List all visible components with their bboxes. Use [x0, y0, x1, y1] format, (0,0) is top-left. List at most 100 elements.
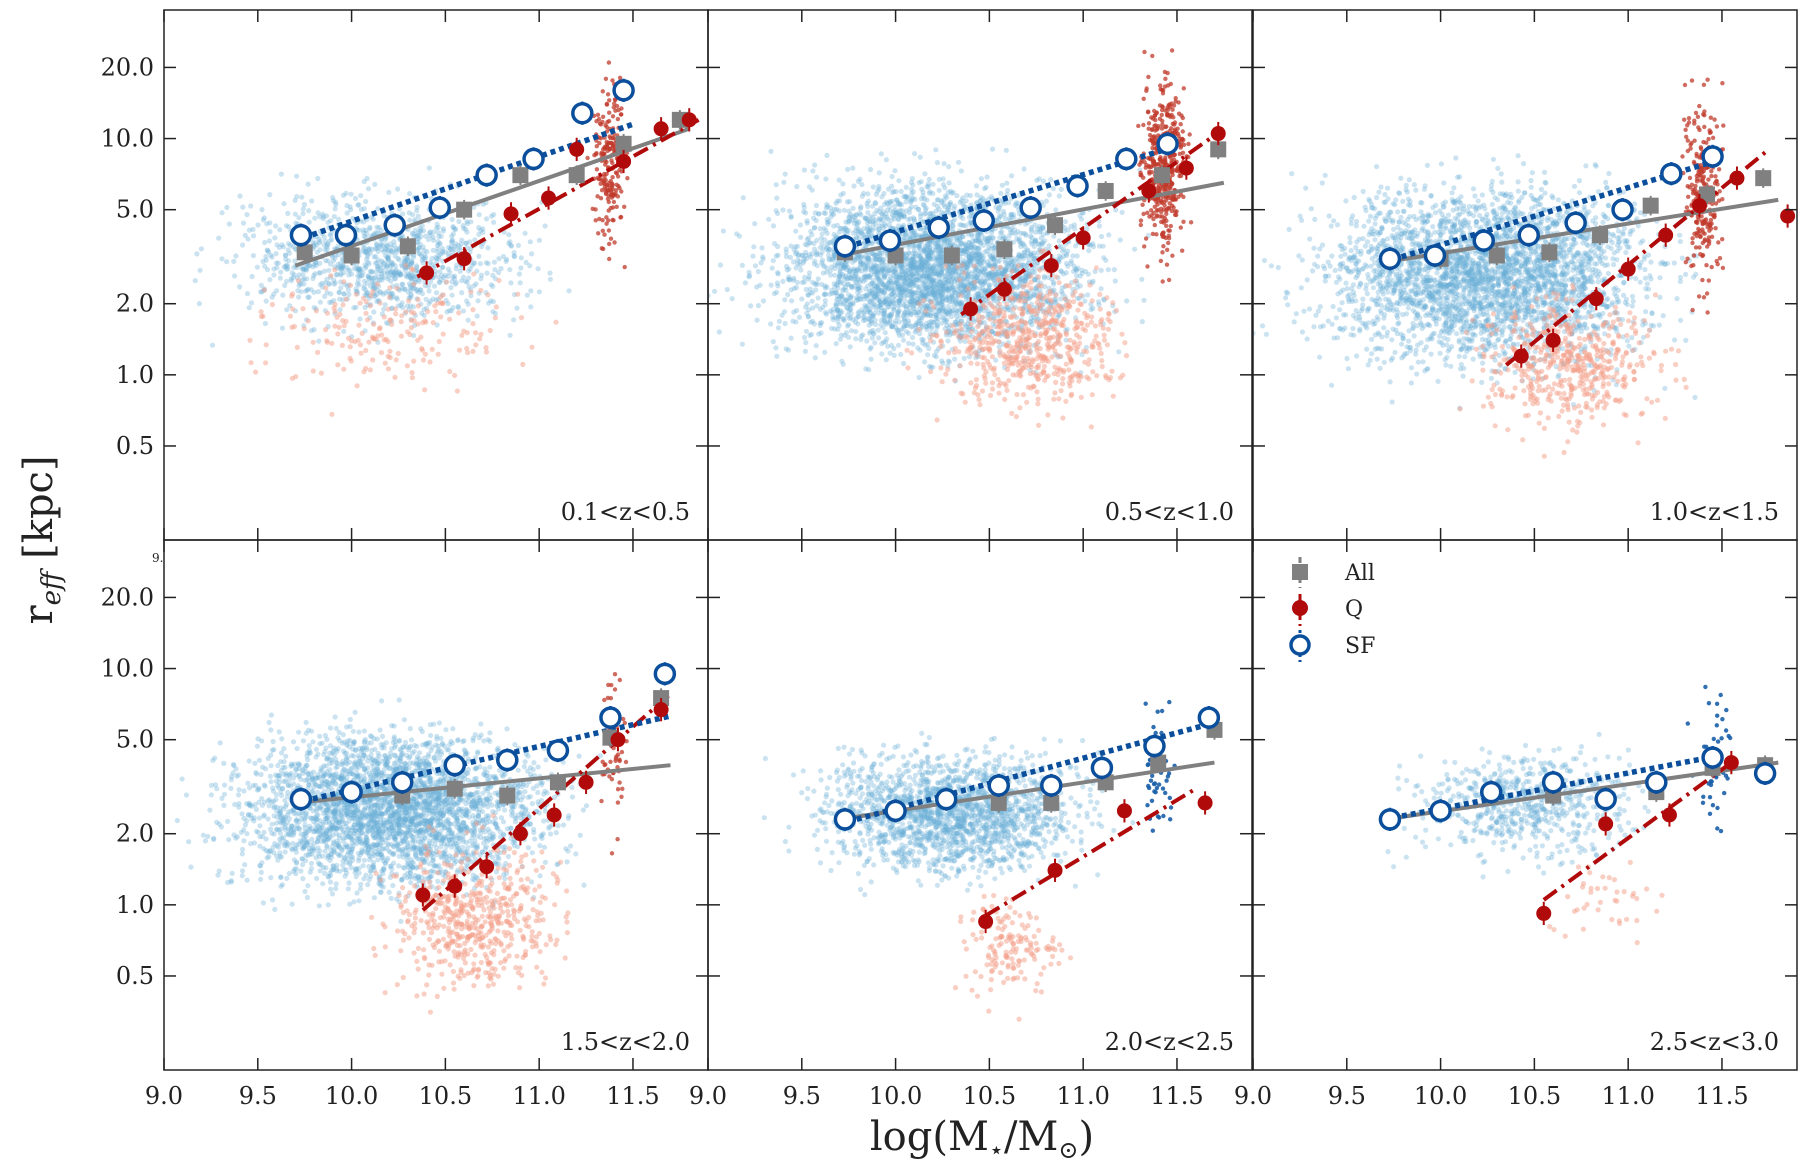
- sf-scatter-point: [374, 242, 380, 248]
- sf-scatter-point: [1018, 241, 1024, 247]
- sf-scatter-point: [854, 255, 860, 261]
- sf-scatter-point: [346, 291, 352, 298]
- sf-scatter-point: [379, 277, 385, 283]
- sf-scatter-point: [794, 261, 801, 267]
- sf-scatter-point: [860, 317, 867, 323]
- sf-scatter-point: [960, 201, 967, 207]
- q-scatter-point: [392, 374, 398, 380]
- sf-scatter-point: [966, 257, 972, 263]
- sf-scatter-point: [296, 215, 302, 221]
- q-scatter-point: [440, 292, 446, 298]
- sf-scatter-point: [909, 257, 915, 263]
- sf-scatter-point: [423, 296, 429, 302]
- sf-scatter-point: [985, 236, 991, 242]
- sf-scatter-point: [476, 253, 482, 259]
- sf-scatter-point: [880, 272, 886, 278]
- q-dense-scatter-point: [618, 214, 624, 220]
- sf-scatter-point: [912, 233, 919, 239]
- sf-scatter-point: [895, 308, 901, 315]
- sf-scatter-point: [198, 246, 204, 252]
- q-scatter-point: [294, 344, 300, 350]
- sf-scatter-point: [1028, 252, 1034, 258]
- sf-scatter-point: [399, 300, 405, 306]
- sf-scatter-point: [352, 265, 358, 272]
- sf-scatter-point: [901, 193, 907, 200]
- sf-scatter-point: [945, 287, 951, 293]
- q-scatter-point: [470, 348, 476, 354]
- sf-scatter-point: [1041, 275, 1047, 281]
- sf-scatter-point: [878, 287, 884, 293]
- sf-scatter-point: [971, 284, 977, 290]
- sf-scatter-point: [999, 229, 1005, 235]
- sf-scatter-point: [528, 304, 534, 310]
- sf-scatter-point: [855, 231, 861, 237]
- sf-scatter-point: [858, 204, 864, 210]
- sf-scatter-point: [336, 252, 342, 258]
- sf-scatter-point: [909, 263, 915, 269]
- sf-scatter-point: [875, 269, 881, 275]
- sf-scatter-point: [954, 308, 960, 314]
- sf-scatter-point: [460, 274, 467, 280]
- sf-scatter-point: [850, 259, 856, 265]
- sf-scatter-point: [973, 245, 979, 251]
- sf-scatter-point: [381, 274, 387, 281]
- sf-scatter-point: [373, 229, 379, 236]
- sf-scatter-point: [949, 278, 955, 284]
- sf-scatter-point: [915, 285, 921, 291]
- sf-scatter-point: [912, 259, 919, 265]
- sf-scatter-point: [882, 307, 888, 313]
- sf-scatter-point: [854, 222, 860, 228]
- sf-scatter-point: [930, 364, 936, 370]
- sf-scatter-point: [455, 303, 461, 310]
- sf-scatter-point: [923, 324, 929, 330]
- sf-scatter-point: [1009, 262, 1015, 268]
- sf-scatter-point: [972, 237, 978, 243]
- sf-scatter-point: [902, 309, 908, 315]
- sf-scatter-point: [968, 213, 975, 219]
- sf-scatter-point: [406, 273, 412, 279]
- sf-scatter-point: [321, 242, 327, 248]
- sf-scatter-point: [925, 270, 931, 276]
- sf-scatter-point: [450, 274, 456, 280]
- sf-scatter-point: [891, 352, 897, 358]
- sf-scatter-point: [900, 325, 906, 331]
- sf-scatter-point: [1014, 285, 1020, 291]
- sf-scatter-point: [984, 239, 990, 245]
- q-scatter: [247, 247, 559, 417]
- sf-scatter-point: [874, 269, 881, 275]
- sf-scatter-point: [913, 322, 919, 328]
- sf-scatter-point: [862, 273, 868, 279]
- sf-scatter-point: [863, 244, 869, 250]
- q-scatter-point: [468, 289, 474, 295]
- sf-scatter-point: [864, 226, 870, 232]
- sf-scatter-point: [823, 311, 830, 317]
- sf-scatter-point: [1003, 259, 1009, 266]
- sf-scatter-point: [237, 284, 243, 290]
- sf-scatter-point: [884, 296, 890, 302]
- q-scatter-point: [492, 315, 498, 321]
- sf-scatter-point: [830, 317, 836, 323]
- sf-scatter-point: [922, 263, 928, 269]
- q-scatter-point: [341, 279, 347, 285]
- sf-scatter-point: [879, 259, 886, 265]
- sf-scatter-point: [904, 310, 910, 316]
- sf-scatter-point: [383, 253, 389, 259]
- sf-scatter-point: [841, 273, 847, 279]
- sf-scatter-point: [927, 189, 933, 195]
- q-scatter-point: [381, 314, 387, 320]
- sf-scatter-point: [922, 342, 928, 348]
- sf-scatter-point: [437, 269, 443, 275]
- all-median-marker: [399, 238, 416, 255]
- sf-scatter-point: [416, 278, 422, 284]
- sf-scatter-point: [958, 240, 964, 246]
- sf-scatter-point: [834, 307, 841, 313]
- sf-scatter-point: [908, 264, 914, 270]
- sf-scatter-point: [1101, 255, 1107, 261]
- sf-scatter-point: [929, 279, 935, 286]
- sf-scatter-point: [865, 229, 871, 235]
- sf-scatter-point: [943, 294, 950, 300]
- sf-scatter-point: [1139, 276, 1145, 282]
- sf-scatter-point: [891, 265, 897, 271]
- sf-scatter-point: [887, 200, 893, 206]
- q-scatter-point: [411, 358, 417, 364]
